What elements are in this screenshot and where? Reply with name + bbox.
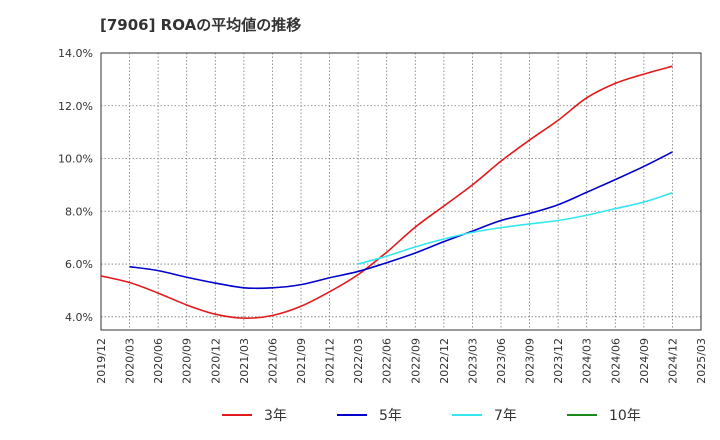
series-line-3 bbox=[357, 192, 673, 265]
legend-label-2: 5年 bbox=[379, 408, 402, 424]
y-tick-label: 12.0% bbox=[58, 100, 93, 113]
x-tick-label: 2022/03 bbox=[352, 338, 365, 384]
x-tick-label: 2023/06 bbox=[495, 338, 508, 384]
y-tick-label: 10.0% bbox=[58, 153, 93, 166]
x-tick-label: 2022/09 bbox=[409, 338, 422, 384]
x-tick-label: 2021/09 bbox=[295, 338, 308, 384]
x-tick-label: 2020/12 bbox=[209, 338, 222, 384]
y-tick-label: 14.0% bbox=[58, 47, 93, 60]
series-line-1 bbox=[100, 65, 673, 319]
y-tick-label: 6.0% bbox=[65, 258, 93, 271]
x-tick-label: 2019/12 bbox=[95, 338, 108, 384]
x-tick-label: 2021/03 bbox=[238, 338, 251, 384]
x-tick-label: 2024/06 bbox=[609, 338, 622, 384]
x-tick-label: 2021/06 bbox=[266, 338, 279, 384]
x-tick-label: 2021/12 bbox=[324, 338, 337, 384]
x-tick-label: 2020/09 bbox=[181, 338, 194, 384]
x-tick-label: 2022/12 bbox=[438, 338, 451, 384]
x-tick-label: 2020/06 bbox=[152, 338, 165, 384]
x-tick-label: 2023/12 bbox=[552, 338, 565, 384]
x-tick-label: 2020/03 bbox=[124, 338, 137, 384]
x-tick-label: 2023/03 bbox=[466, 338, 479, 384]
legend-label-4: 10年 bbox=[609, 408, 641, 424]
chart-title: [7906] ROAの平均値の推移 bbox=[100, 16, 302, 34]
plot-frame bbox=[100, 52, 702, 331]
x-tick-label: 2024/03 bbox=[581, 338, 594, 384]
plot-area bbox=[101, 53, 701, 330]
y-tick-label: 8.0% bbox=[65, 205, 93, 218]
series-line-2 bbox=[129, 151, 673, 290]
x-tick-label: 2023/09 bbox=[524, 338, 537, 384]
legend-label-3: 7年 bbox=[494, 408, 517, 424]
legend-label-1: 3年 bbox=[264, 408, 287, 424]
x-tick-label: 2022/06 bbox=[381, 338, 394, 384]
x-tick-label: 2024/12 bbox=[666, 338, 679, 384]
y-tick-label: 4.0% bbox=[65, 311, 93, 324]
x-tick-label: 2024/09 bbox=[638, 338, 651, 384]
x-tick-label: 2025/03 bbox=[695, 338, 708, 384]
